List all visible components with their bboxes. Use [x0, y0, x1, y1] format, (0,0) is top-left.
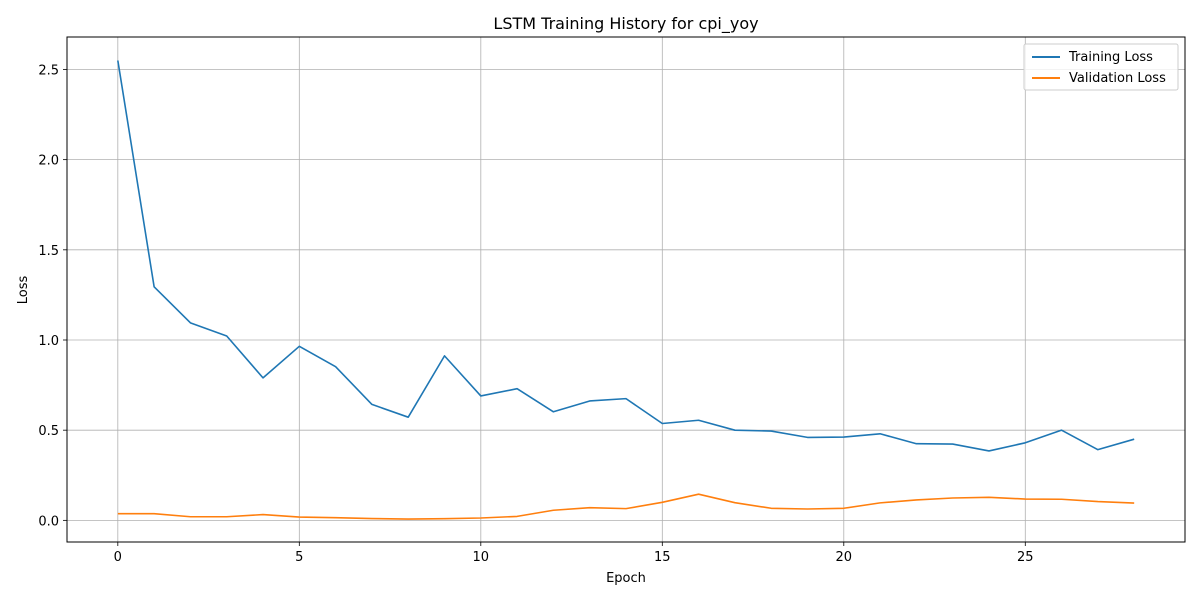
y-tick-label: 1.0: [38, 334, 59, 349]
y-tick-label: 0.5: [38, 424, 59, 439]
y-tick-label: 2.0: [38, 154, 59, 169]
legend-box: [1023, 43, 1179, 91]
legend-label-validation: Validation Loss: [1069, 71, 1166, 86]
series-lines: [117, 60, 1135, 520]
axis-ticks: 0 5 10 15 20 25 0.0 0.5 1.0 1.5 2.0 2.5: [38, 63, 1033, 565]
x-tick-label: 15: [654, 550, 671, 565]
y-tick-label: 0.0: [38, 514, 59, 529]
grid-lines: [67, 37, 1185, 542]
legend-label-training: Training Loss: [1068, 50, 1153, 65]
x-tick-label: 25: [1017, 550, 1034, 565]
x-tick-label: 10: [473, 550, 490, 565]
x-tick-label: 0: [114, 550, 122, 565]
legend: Training Loss Validation Loss: [1023, 43, 1179, 91]
x-tick-label: 5: [295, 550, 303, 565]
x-axis-title: Epoch: [606, 571, 646, 586]
training-loss-line: [117, 60, 1135, 452]
y-tick-label: 2.5: [38, 63, 59, 78]
validation-loss-line: [117, 493, 1135, 520]
y-axis-title: Loss: [16, 276, 31, 305]
y-tick-label: 1.5: [38, 244, 59, 259]
chart-title: LSTM Training History for cpi_yoy: [493, 14, 758, 34]
x-tick-label: 20: [836, 550, 853, 565]
plot-frame: [66, 36, 1186, 543]
